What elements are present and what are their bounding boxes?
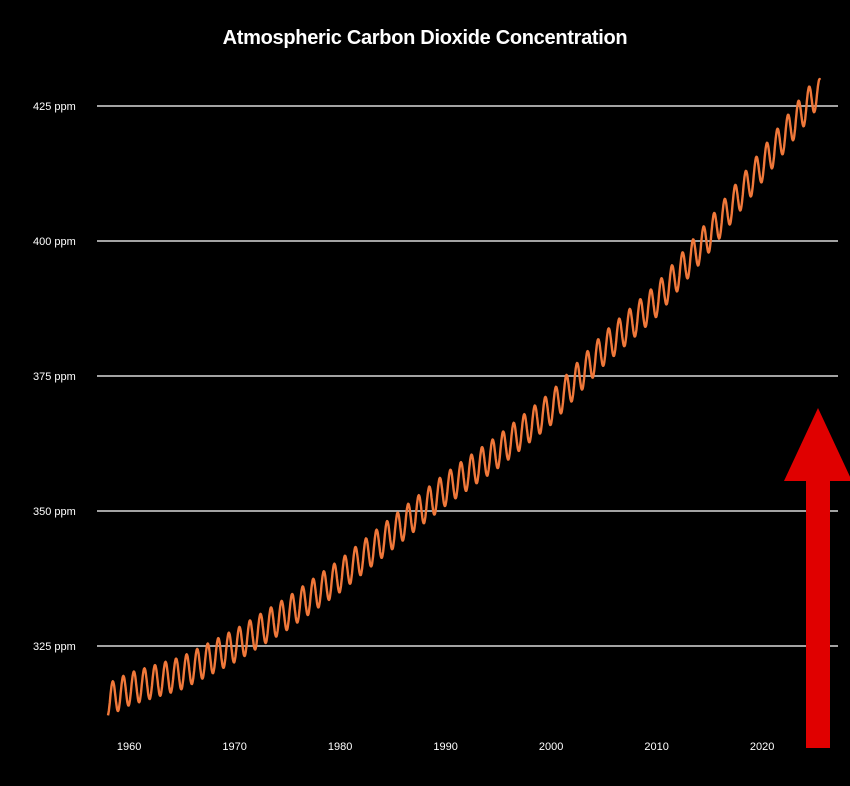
x-tick-label: 2020 [750, 741, 774, 753]
y-tick-label: 400 ppm [33, 236, 76, 248]
y-tick-label: 375 ppm [33, 371, 76, 383]
x-tick-label: 1960 [117, 741, 141, 753]
x-tick-label: 1970 [222, 741, 246, 753]
y-tick-label: 325 ppm [33, 641, 76, 653]
chart-title: Atmospheric Carbon Dioxide Concentration [222, 27, 628, 49]
x-tick-label: 1990 [433, 741, 457, 753]
x-axis-labels: 1960 1970 1980 1990 2000 2010 2020 [117, 741, 774, 753]
y-tick-label: 425 ppm [33, 101, 76, 113]
arrow-head [784, 408, 850, 481]
x-tick-label: 1980 [328, 741, 352, 753]
y-axis-labels: 325 ppm 350 ppm 375 ppm 400 ppm 425 ppm [33, 101, 76, 653]
arrow-shaft [806, 478, 830, 748]
co2-series-line [106, 77, 822, 716]
x-tick-label: 2010 [644, 741, 668, 753]
y-tick-label: 350 ppm [33, 506, 76, 518]
grid-lines [97, 105, 838, 647]
x-tick-label: 2000 [539, 741, 563, 753]
red-up-arrow [784, 408, 850, 748]
